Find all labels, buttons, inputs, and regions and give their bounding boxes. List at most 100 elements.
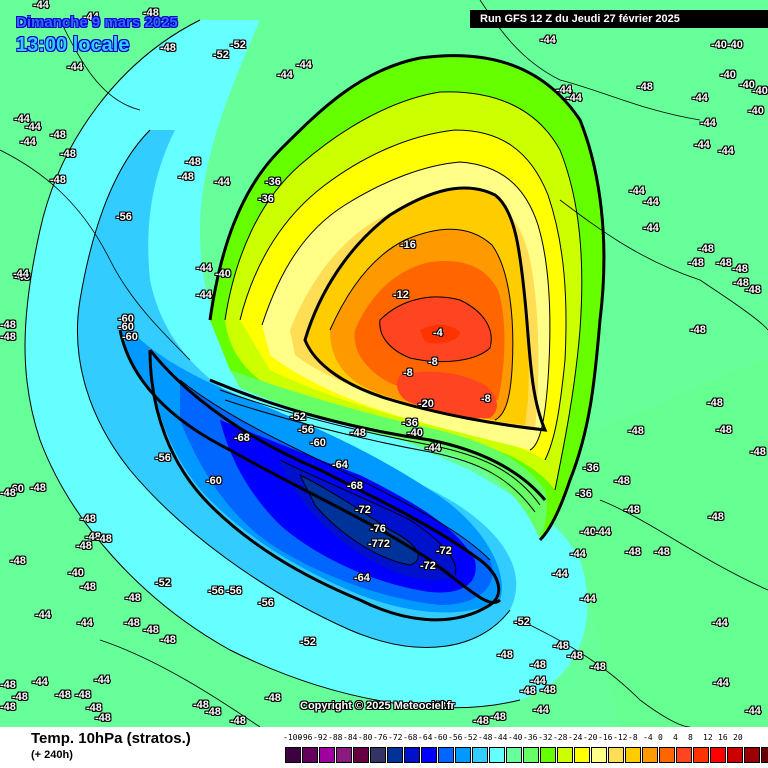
contour-label: -48	[95, 712, 111, 724]
legend-tick: -88	[328, 733, 343, 742]
contour-label: -48	[178, 171, 194, 183]
contour-label: -48	[716, 257, 732, 269]
model-run-banner: Run GFS 12 Z du Jeudi 27 février 2025	[470, 10, 768, 28]
contour-label: -72	[436, 545, 452, 557]
contour-label: -44	[35, 609, 51, 621]
contour-label: -48	[654, 546, 670, 558]
contour-label: -40	[68, 567, 84, 579]
contour-label: -48	[520, 685, 536, 697]
legend-swatch	[336, 747, 352, 763]
contour-label: -44	[552, 568, 568, 580]
contour-label: -44	[13, 268, 29, 280]
contour-label: -44	[556, 84, 572, 96]
contour-label: -48	[265, 692, 281, 704]
contour-label: -48	[50, 174, 66, 186]
contour-label: -48	[80, 513, 96, 525]
contour-label: -44	[25, 121, 41, 133]
contour-label: -48	[567, 650, 583, 662]
contour-label: -40	[580, 526, 596, 538]
contour-label: -64	[332, 459, 348, 471]
contour-label: -44	[629, 185, 645, 197]
contour-label: -44	[533, 704, 549, 716]
contour-label: -48	[530, 659, 546, 671]
contour-label: -48	[85, 531, 101, 543]
legend-tick: 20	[733, 733, 743, 742]
contour-label: -44	[67, 61, 83, 73]
valid-date: Dimanche 9 mars 2025	[16, 14, 178, 31]
legend-swatch	[455, 747, 471, 763]
contour-label: -64	[354, 572, 370, 584]
contour-label: -48	[124, 617, 140, 629]
contour-label: -76	[370, 523, 386, 535]
contour-label: -48	[185, 156, 201, 168]
legend-swatch	[710, 747, 726, 763]
contour-label: -48	[96, 533, 112, 545]
legend-tick: -28	[553, 733, 568, 742]
contour-label: -48	[708, 511, 724, 523]
legend-tick: -20	[583, 733, 598, 742]
contour-label: -44	[196, 289, 212, 301]
footer-bar: Temp. 10hPa (stratos.) (+ 240h) -100 -96-…	[0, 727, 768, 768]
contour-label: -40	[215, 268, 231, 280]
contour-label: -44	[425, 442, 441, 454]
legend-tick: -32	[538, 733, 553, 742]
contour-label: -60	[122, 331, 138, 343]
contour-label: -48	[733, 277, 749, 289]
legend-tick: -24	[568, 733, 583, 742]
legend-tick: -12	[613, 733, 628, 742]
contour-label: -40	[739, 79, 755, 91]
contour-fill-layer	[0, 0, 768, 727]
legend-tick: -80	[358, 733, 373, 742]
legend-swatch	[387, 747, 403, 763]
legend-swatch	[489, 747, 505, 763]
legend-tick: -84	[343, 733, 358, 742]
contour-label: -48	[540, 684, 556, 696]
contour-label: -44	[595, 526, 611, 538]
contour-label: -72	[355, 504, 371, 516]
contour-label: -36	[576, 488, 592, 500]
contour-label: -16	[400, 239, 416, 251]
legend-swatch	[625, 747, 641, 763]
legend-swatch	[302, 747, 318, 763]
contour-label: -60	[8, 483, 24, 495]
legend-swatch	[642, 747, 658, 763]
contour-label: -48	[160, 42, 176, 54]
parameter-title: Temp. 10hPa (stratos.)	[31, 730, 191, 747]
contour-label: -44	[566, 92, 582, 104]
contour-label: -48	[0, 701, 16, 713]
lead-time: (+ 240h)	[31, 749, 73, 761]
legend-swatch	[472, 747, 488, 763]
contour-label: -20	[418, 398, 434, 410]
contour-label: -48	[0, 487, 16, 499]
contour-label: -48	[628, 425, 644, 437]
contour-label: -48	[590, 661, 606, 673]
contour-label: -48	[707, 397, 723, 409]
legend-swatch	[693, 747, 709, 763]
contour-label: -44	[718, 145, 734, 157]
contour-label: -48	[625, 546, 641, 558]
legend-tick: 0	[658, 733, 663, 742]
legend-tick: -68	[403, 733, 418, 742]
legend-tick: -16	[598, 733, 613, 742]
contour-label: -48	[30, 482, 46, 494]
legend-tick: 8	[688, 733, 693, 742]
contour-label: -44	[643, 196, 659, 208]
contour-label: -44	[712, 617, 728, 629]
contour-label: -36	[265, 176, 281, 188]
contour-label: -48	[350, 427, 366, 439]
contour-label: -68	[347, 480, 363, 492]
contour-label: -48	[745, 284, 761, 296]
contour-label: -44	[196, 262, 212, 274]
contour-label: -44	[713, 677, 729, 689]
legend-tick: -64	[418, 733, 433, 742]
contour-label: -48	[143, 7, 159, 19]
contour-label: -52	[155, 577, 171, 589]
contour-label: -56	[208, 585, 224, 597]
contour-label: -48	[698, 243, 714, 255]
contour-label: -48	[12, 691, 28, 703]
contour-label: -44	[692, 92, 708, 104]
contour-label: -52	[213, 49, 229, 61]
contour-label: -48	[14, 271, 30, 283]
contour-label: -48	[55, 689, 71, 701]
contour-label: -48	[193, 699, 209, 711]
